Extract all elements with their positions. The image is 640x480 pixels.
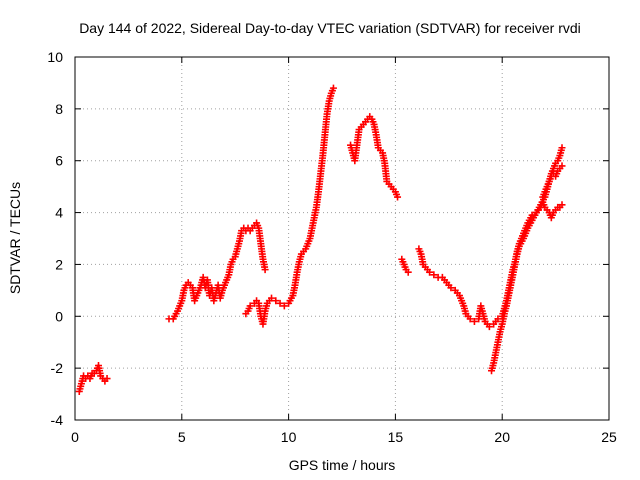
y-axis-label: SDTVAR / TECUs [7, 182, 23, 294]
data-point [558, 162, 566, 170]
series-points [415, 144, 566, 331]
y-tick-label: 6 [55, 153, 63, 169]
data-point [430, 271, 438, 279]
series-points [398, 255, 412, 276]
chart-title: Day 144 of 2022, Sidereal Day-to-day VTE… [79, 20, 581, 36]
data-point [103, 375, 111, 383]
data-point [329, 84, 337, 92]
data-point [272, 297, 280, 305]
y-tick-label: 10 [47, 49, 63, 65]
y-tick-label: 4 [55, 205, 63, 221]
data-point [426, 268, 434, 276]
data-point [394, 193, 402, 201]
data-point [558, 144, 566, 152]
data-point [246, 302, 254, 310]
series-points [165, 219, 269, 323]
y-tick-label: 8 [55, 101, 63, 117]
x-tick-label: 15 [388, 429, 404, 445]
data-point [447, 284, 455, 292]
y-tick-label: -2 [51, 360, 64, 376]
data-point [261, 266, 269, 274]
data-point [268, 294, 276, 302]
data-point [466, 315, 474, 323]
data-point [280, 302, 288, 310]
x-axis-label: GPS time / hours [289, 457, 396, 473]
data-point [276, 299, 284, 307]
x-tick-label: 10 [281, 429, 297, 445]
series-points [242, 84, 337, 328]
series-points [75, 362, 111, 395]
series-points [347, 113, 402, 201]
data-point [404, 268, 412, 276]
data-point [558, 201, 566, 209]
data-point [485, 323, 493, 331]
x-tick-label: 0 [71, 429, 79, 445]
data-points [75, 84, 566, 395]
x-tick-label: 5 [178, 429, 186, 445]
plot-frame [74, 56, 610, 421]
y-tick-label: 2 [55, 256, 63, 272]
series-points [488, 198, 566, 375]
series-points [539, 162, 566, 201]
y-tick-label: 0 [55, 308, 63, 324]
grid-lines [75, 57, 609, 420]
x-tick-label: 25 [601, 429, 617, 445]
y-tick-label: -4 [51, 412, 64, 428]
x-tick-label: 20 [494, 429, 510, 445]
data-point [470, 317, 478, 325]
